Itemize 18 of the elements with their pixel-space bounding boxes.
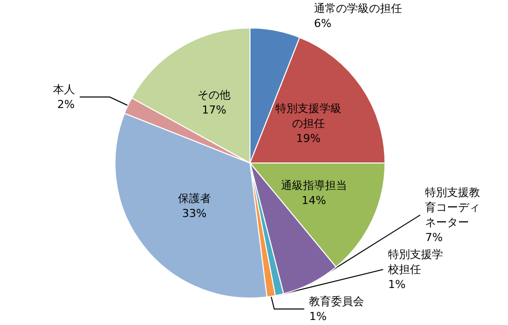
slice-label: 通級指導担当 bbox=[280, 179, 347, 192]
slice-label: その他 bbox=[198, 88, 231, 102]
data-label: 6% bbox=[314, 17, 332, 30]
data-label: 1% bbox=[388, 278, 406, 291]
data-label: 19% bbox=[296, 132, 321, 145]
slice-label: 教育委員会 bbox=[309, 295, 364, 308]
data-label: 7% bbox=[425, 231, 443, 244]
data-label: 14% bbox=[302, 194, 326, 208]
data-label: 17% bbox=[202, 103, 226, 116]
slice-label: 特別支援学級の担任 bbox=[275, 102, 342, 130]
slice-label: 保護者 bbox=[178, 192, 211, 206]
slice-label: 通常の学級の担任 bbox=[314, 2, 402, 15]
data-label: 33% bbox=[182, 207, 207, 220]
data-label: 2% bbox=[57, 98, 75, 112]
data-label: 1% bbox=[309, 310, 327, 323]
slice-label: 本人 bbox=[52, 83, 75, 96]
slice-label: 特別支援教育コーディネーター bbox=[425, 186, 480, 229]
slice-label: 特別支援学校担任 bbox=[387, 248, 444, 276]
